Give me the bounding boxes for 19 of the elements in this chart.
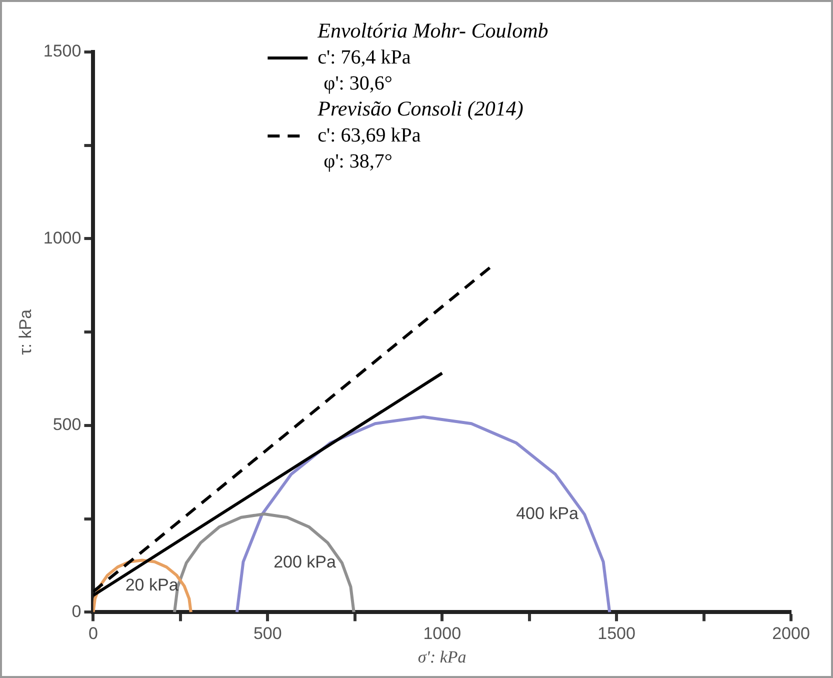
x-tick-label: 1500 (598, 624, 636, 644)
series-label: 200 kPa (274, 552, 337, 572)
annotation: Previsão Consoli (2014) (316, 96, 524, 121)
series-label: 400 kPa (516, 504, 579, 524)
x-tick-label: 2000 (772, 624, 810, 644)
annotation: φ': 30,6° (324, 72, 392, 94)
y-tick-label: 1500 (43, 42, 82, 61)
legend-label: c': 63,69 kPa (318, 124, 421, 146)
x-tick-label: 1000 (423, 624, 462, 644)
y-tick-label: 1000 (43, 228, 82, 248)
annotation: φ': 38,7° (324, 150, 392, 172)
x-tick-label: 0 (88, 624, 98, 644)
y-tick-label: 500 (52, 415, 82, 434)
text: Envoltória Mohr- Coulomb (316, 18, 548, 43)
x-axis-title: σ': kPa (418, 647, 466, 666)
y-tick-label: 0 (72, 602, 82, 621)
legend-label: c': 76,4 kPa (318, 46, 411, 68)
y-axis-title: τ: kPa (16, 308, 35, 355)
x-tick-label: 500 (253, 624, 282, 644)
